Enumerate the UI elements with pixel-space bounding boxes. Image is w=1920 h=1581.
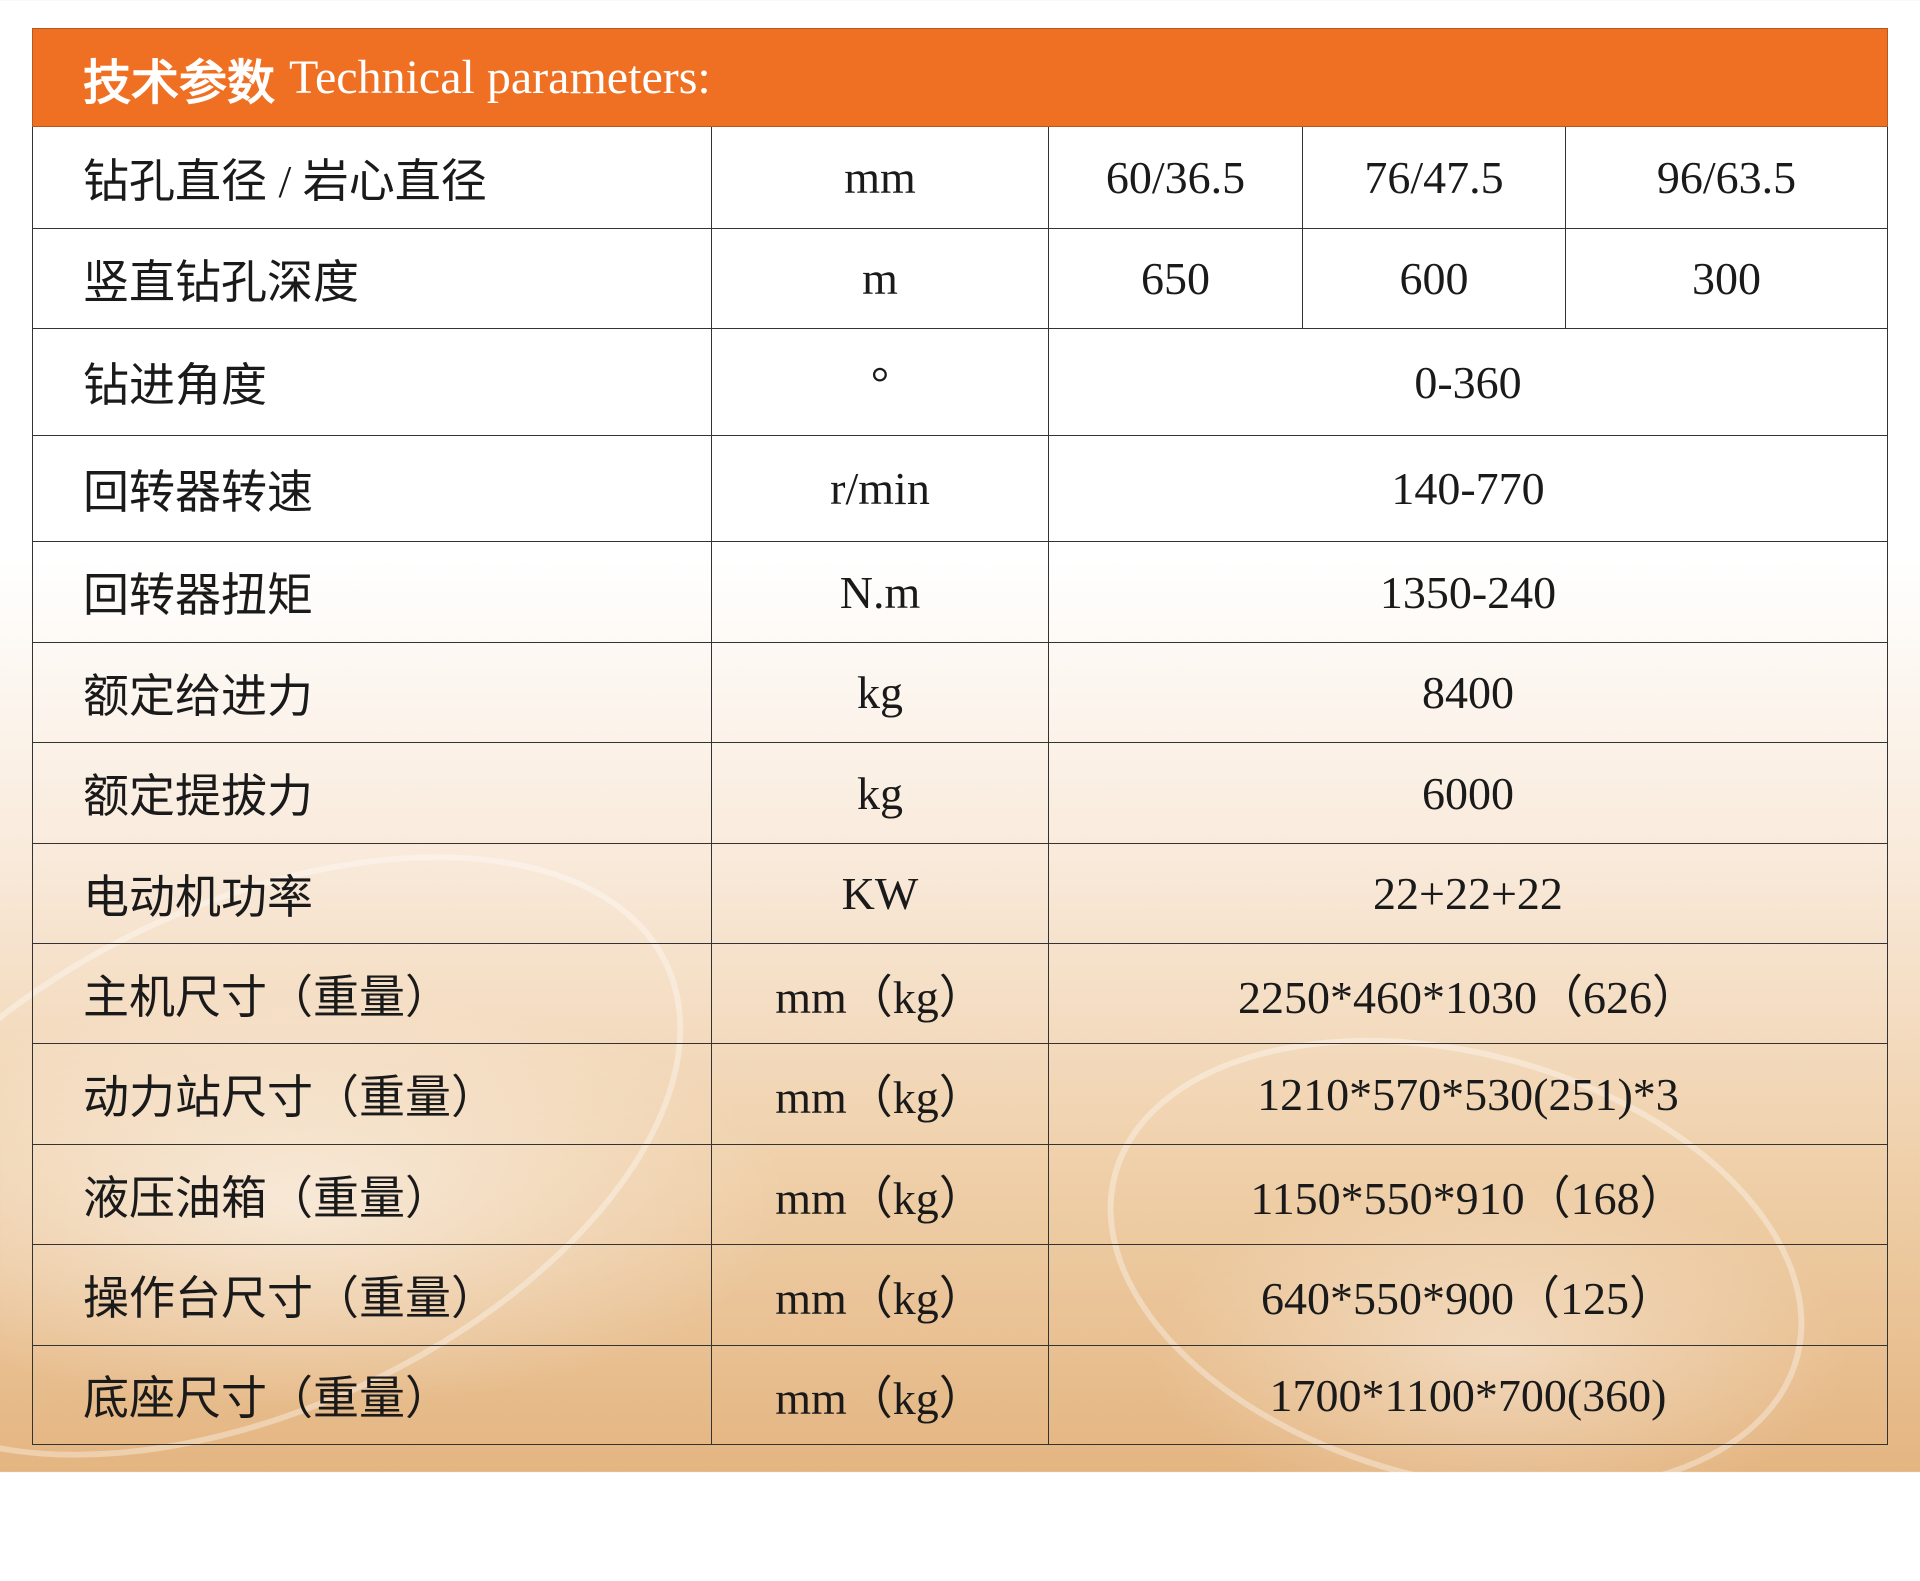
param-value: 60/36.5 [1049,127,1303,228]
param-unit: mm [712,127,1049,228]
table-row: 钻孔直径 / 岩心直径 mm 60/36.5 76/47.5 96/63.5 [32,127,1888,229]
param-value: 650 [1049,229,1303,328]
param-value: 22+22+22 [1373,868,1563,919]
table-row: 回转器转速 r/min 140-770 [32,436,1888,542]
param-name: 额定提拔力 [33,743,712,843]
param-unit: m [712,229,1049,328]
param-name: 液压油箱（重量） [33,1145,712,1244]
param-unit: kg [712,743,1049,843]
table-row: 额定给进力 kg 8400 [32,643,1888,743]
param-name: 钻进角度 [33,329,712,435]
param-unit: N.m [712,542,1049,642]
param-name: 底座尺寸（重量） [33,1346,712,1444]
param-value: 640*550*900（125） [1261,1273,1675,1324]
table-header: 技术参数 Technical parameters: [32,28,1888,127]
param-name: 动力站尺寸（重量） [33,1044,712,1144]
table-row: 动力站尺寸（重量） mm（kg） 1210*570*530(251)*3 [32,1044,1888,1145]
param-unit: mm（kg） [712,1145,1049,1244]
param-value: 1700*1100*700(360) [1269,1369,1667,1421]
table-row: 主机尺寸（重量） mm（kg） 2250*460*1030（626） [32,944,1888,1044]
param-name: 回转器扭矩 [33,542,712,642]
param-unit: ° [712,329,1049,435]
param-value: 600 [1303,229,1566,328]
param-unit: kg [712,643,1049,742]
param-name: 竖直钻孔深度 [33,229,712,328]
param-value: 76/47.5 [1303,127,1566,228]
param-unit: r/min [712,436,1049,541]
table-row: 电动机功率 KW 22+22+22 [32,844,1888,944]
table-row: 钻进角度 ° 0-360 [32,329,1888,436]
param-unit: mm（kg） [712,1044,1049,1144]
param-value: 0-360 [1414,356,1522,408]
table-row: 底座尺寸（重量） mm（kg） 1700*1100*700(360) [32,1346,1888,1445]
param-name: 额定给进力 [33,643,712,742]
title-en: Technical parameters: [289,51,711,104]
param-value: 1210*570*530(251)*3 [1257,1068,1679,1120]
param-unit: KW [712,844,1049,943]
param-name: 钻孔直径 / 岩心直径 [33,127,712,228]
param-value: 140-770 [1391,463,1545,514]
title-cn: 技术参数 [83,56,276,110]
table-row: 回转器扭矩 N.m 1350-240 [32,542,1888,643]
param-value: 2250*460*1030（626） [1238,971,1698,1023]
param-value: 1350-240 [1379,566,1557,618]
param-unit: mm（kg） [712,1245,1049,1345]
table-row: 液压油箱（重量） mm（kg） 1150*550*910（168） [32,1145,1888,1245]
param-name: 电动机功率 [33,844,712,943]
param-value: 6000 [1422,767,1514,819]
param-value: 300 [1692,253,1761,304]
table-row: 竖直钻孔深度 m 650 600 300 [32,229,1888,329]
param-value: 8400 [1422,667,1514,718]
param-unit: mm（kg） [712,1346,1049,1444]
param-value: 1150*550*910（168） [1250,1172,1686,1224]
table-row: 额定提拔力 kg 6000 [32,743,1888,844]
technical-parameters-table: 技术参数 Technical parameters: 钻孔直径 / 岩心直径 mm… [32,28,1888,1445]
param-name: 回转器转速 [33,436,712,541]
param-unit: mm（kg） [712,944,1049,1043]
param-name: 主机尺寸（重量） [33,944,712,1043]
table-row: 操作台尺寸（重量） mm（kg） 640*550*900（125） [32,1245,1888,1346]
param-name: 操作台尺寸（重量） [33,1245,712,1345]
param-value: 96/63.5 [1656,152,1797,203]
